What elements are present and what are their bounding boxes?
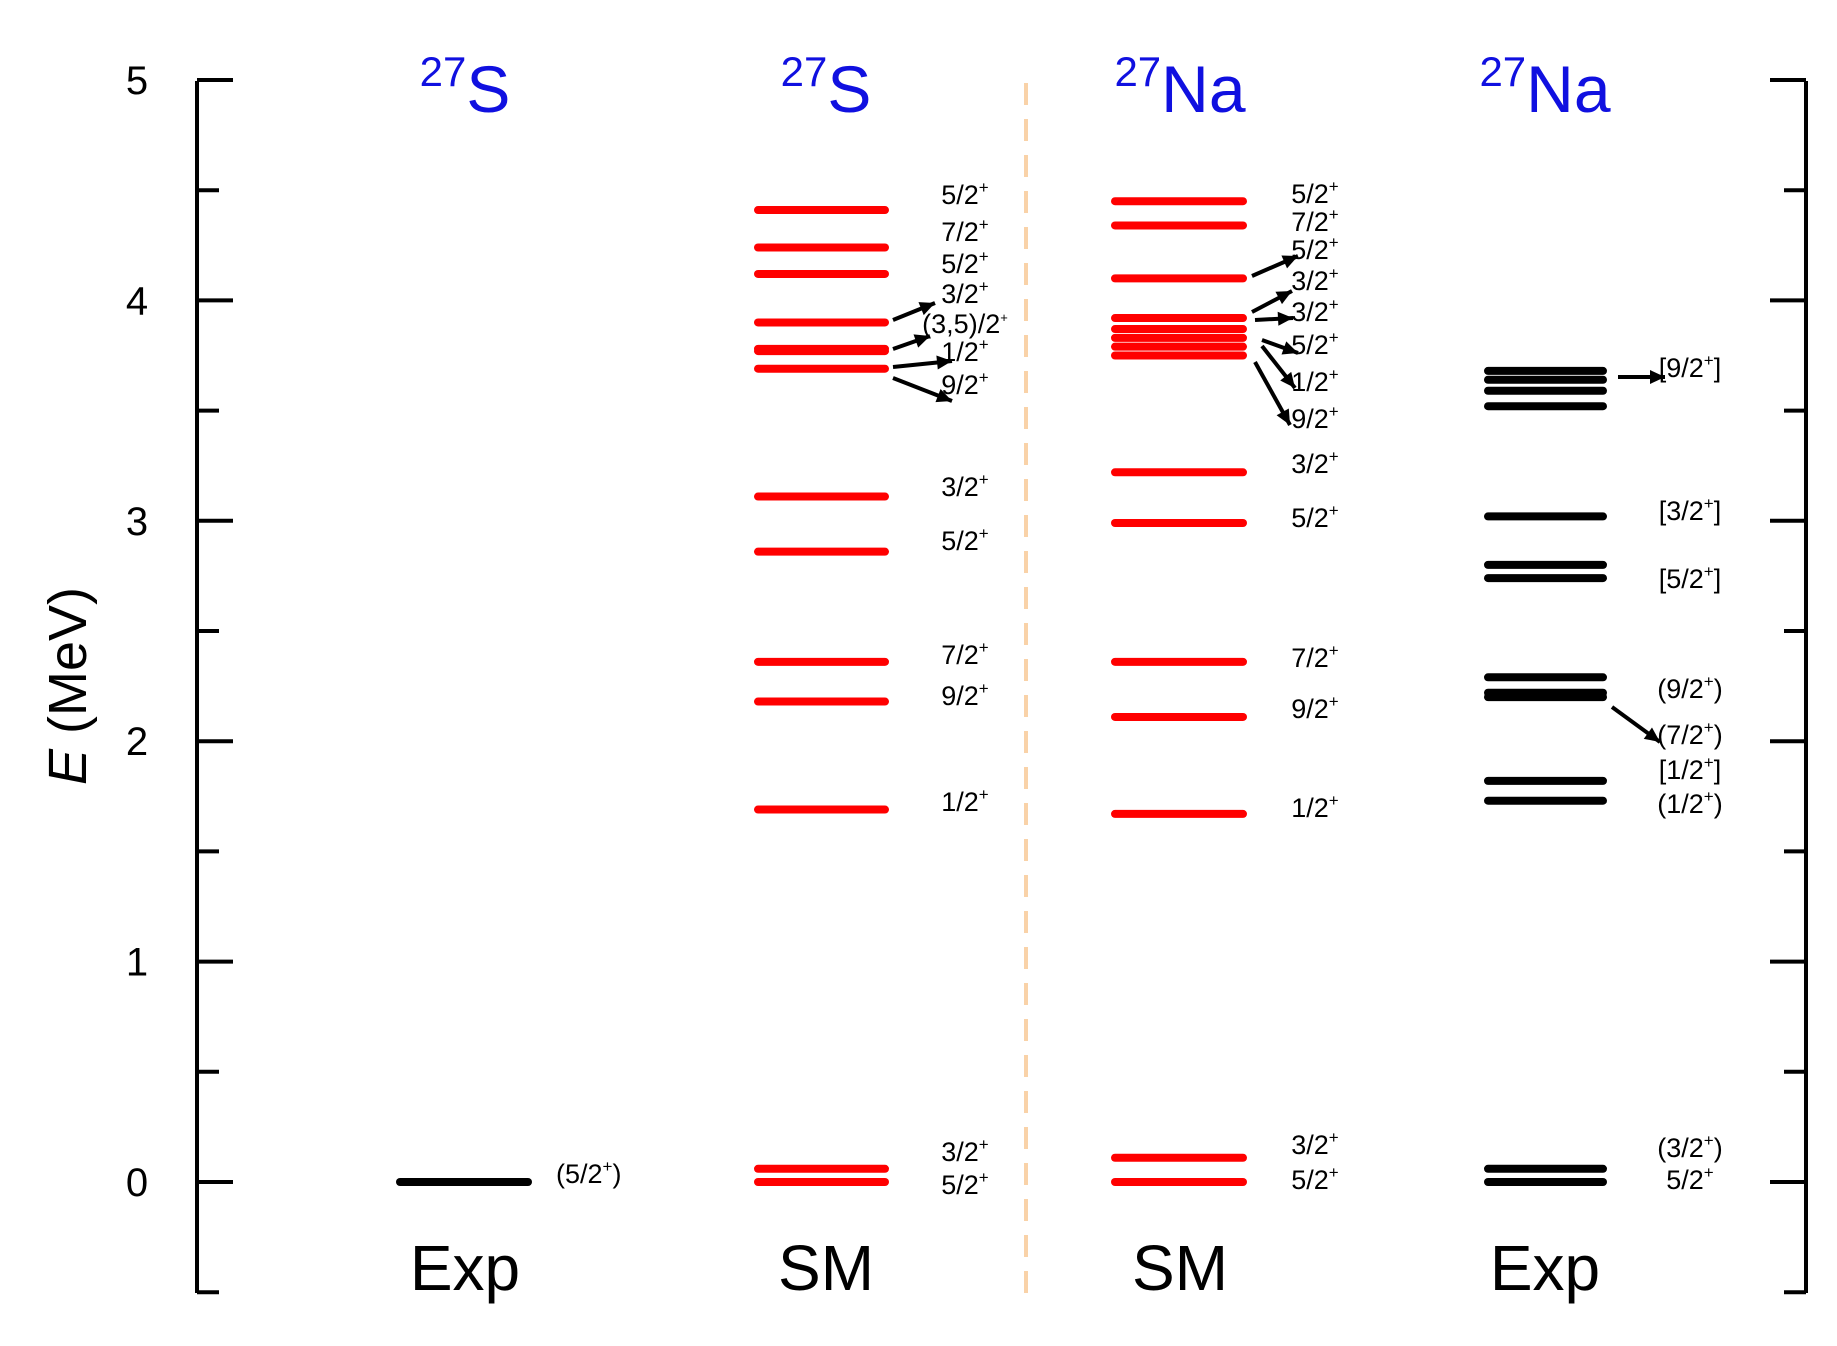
spin-parity-label: 5/2+: [1291, 233, 1339, 265]
spin-parity-label: (1/2+): [1657, 787, 1722, 819]
spin-parity-label: 5/2+: [941, 178, 989, 210]
mass-number: 27: [1114, 48, 1161, 95]
spin-parity-label: 5/2+: [1666, 1163, 1714, 1195]
spin-parity-label: 7/2+: [941, 215, 989, 247]
spin-parity-label: 9/2+: [941, 368, 989, 400]
column-label: Exp: [1490, 1232, 1600, 1304]
spin-parity-label: 7/2+: [1291, 205, 1339, 237]
spin-parity-label: 3/2+: [1291, 447, 1339, 479]
energy-levels: [396, 197, 1607, 1186]
y-tick-label: 1: [126, 941, 148, 985]
column-label: SM: [1132, 1232, 1228, 1304]
element-symbol: S: [827, 52, 871, 126]
spin-parity-label: 1/2+: [1291, 365, 1339, 397]
y-tick-label: 3: [126, 500, 148, 544]
y-tick-label: 0: [126, 1161, 148, 1205]
spin-parity-label: 9/2+: [1291, 402, 1339, 434]
spin-parity-label: 9/2+: [1291, 692, 1339, 724]
spin-parity-label: [5/2+]: [1659, 562, 1722, 594]
spin-parity-label: (3,5)/2+: [922, 309, 1008, 339]
nucleus-header: 27Na: [1114, 48, 1245, 126]
y-tick-label: 2: [126, 720, 148, 764]
spin-parity-label: 7/2+: [941, 638, 989, 670]
arrow-head: [1276, 408, 1290, 425]
arrow-head: [1275, 291, 1292, 305]
spin-parity-label: [3/2+]: [1659, 494, 1722, 526]
mass-number: 27: [420, 48, 467, 95]
spin-parity-label: 5/2+: [941, 1168, 989, 1200]
y-tick-label: 5: [126, 59, 148, 103]
spin-parity-label: 5/2+: [1291, 501, 1339, 533]
arrow-head: [936, 355, 952, 370]
y-axis-symbol: E: [38, 748, 98, 785]
arrow-head: [1281, 255, 1298, 269]
spin-parity-label: (9/2+): [1657, 672, 1722, 704]
element-symbol: Na: [1526, 52, 1611, 126]
spin-parity-label: (3/2+): [1657, 1131, 1722, 1163]
spin-parity-label: 5/2+: [1291, 328, 1339, 360]
arrow-head: [935, 389, 952, 403]
column-label: Exp: [410, 1232, 520, 1304]
spin-parity-label: 7/2+: [1291, 641, 1339, 673]
nucleus-header: 27S: [781, 48, 872, 126]
level-labels: (5/2+) 5/2+3/2+1/2+9/2+7/2+5/2+3/2+9/2+1/…: [556, 177, 1723, 1200]
spin-parity-label: 9/2+: [941, 679, 989, 711]
spin-parity-label: 5/2+: [1291, 177, 1339, 209]
arrow-head: [1643, 727, 1660, 742]
y-axis-unit: (MeV): [38, 587, 98, 749]
spin-parity-label: 1/2+: [1291, 791, 1339, 823]
arrow-head: [1650, 370, 1665, 384]
spin-parity-label: 5/2+: [941, 247, 989, 279]
arrow-head: [1280, 371, 1295, 388]
spin-parity-label: 5/2+: [941, 524, 989, 556]
spin-parity-label: 5/2+: [1291, 1163, 1339, 1195]
arrow-head: [1281, 341, 1298, 355]
nucleus-header: 27S: [420, 48, 511, 126]
column-label: SM: [778, 1232, 874, 1304]
spin-parity-label: 3/2+: [1291, 295, 1339, 327]
mass-number: 27: [781, 48, 828, 95]
y-axis-title: E (MeV): [38, 587, 98, 785]
arrow-head: [1277, 311, 1293, 326]
spin-parity-label: 3/2+: [941, 470, 989, 502]
spin-parity-label: (5/2+): [556, 1157, 621, 1189]
spin-parity-label: 3/2+: [1291, 264, 1339, 296]
mass-number: 27: [1479, 48, 1526, 95]
element-symbol: Na: [1161, 52, 1246, 126]
spin-parity-label: 3/2+: [941, 1135, 989, 1167]
spin-parity-label: 3/2+: [941, 277, 989, 309]
arrow-head: [913, 334, 930, 348]
spin-parity-label: 1/2+: [941, 785, 989, 817]
axis-ticks: 0 1 2 3 4 5: [126, 59, 1806, 1295]
spin-parity-label: (7/2+): [1657, 718, 1722, 750]
label-arrows: [892, 254, 1665, 744]
element-symbol: S: [466, 52, 510, 126]
spin-parity-label: [1/2+]: [1659, 753, 1722, 785]
arrow-head: [918, 302, 935, 316]
spin-parity-label: [9/2+]: [1659, 351, 1722, 383]
spin-parity-label: 3/2+: [1291, 1128, 1339, 1160]
y-tick-label: 4: [126, 279, 148, 323]
nucleus-header: 27Na: [1479, 48, 1610, 126]
